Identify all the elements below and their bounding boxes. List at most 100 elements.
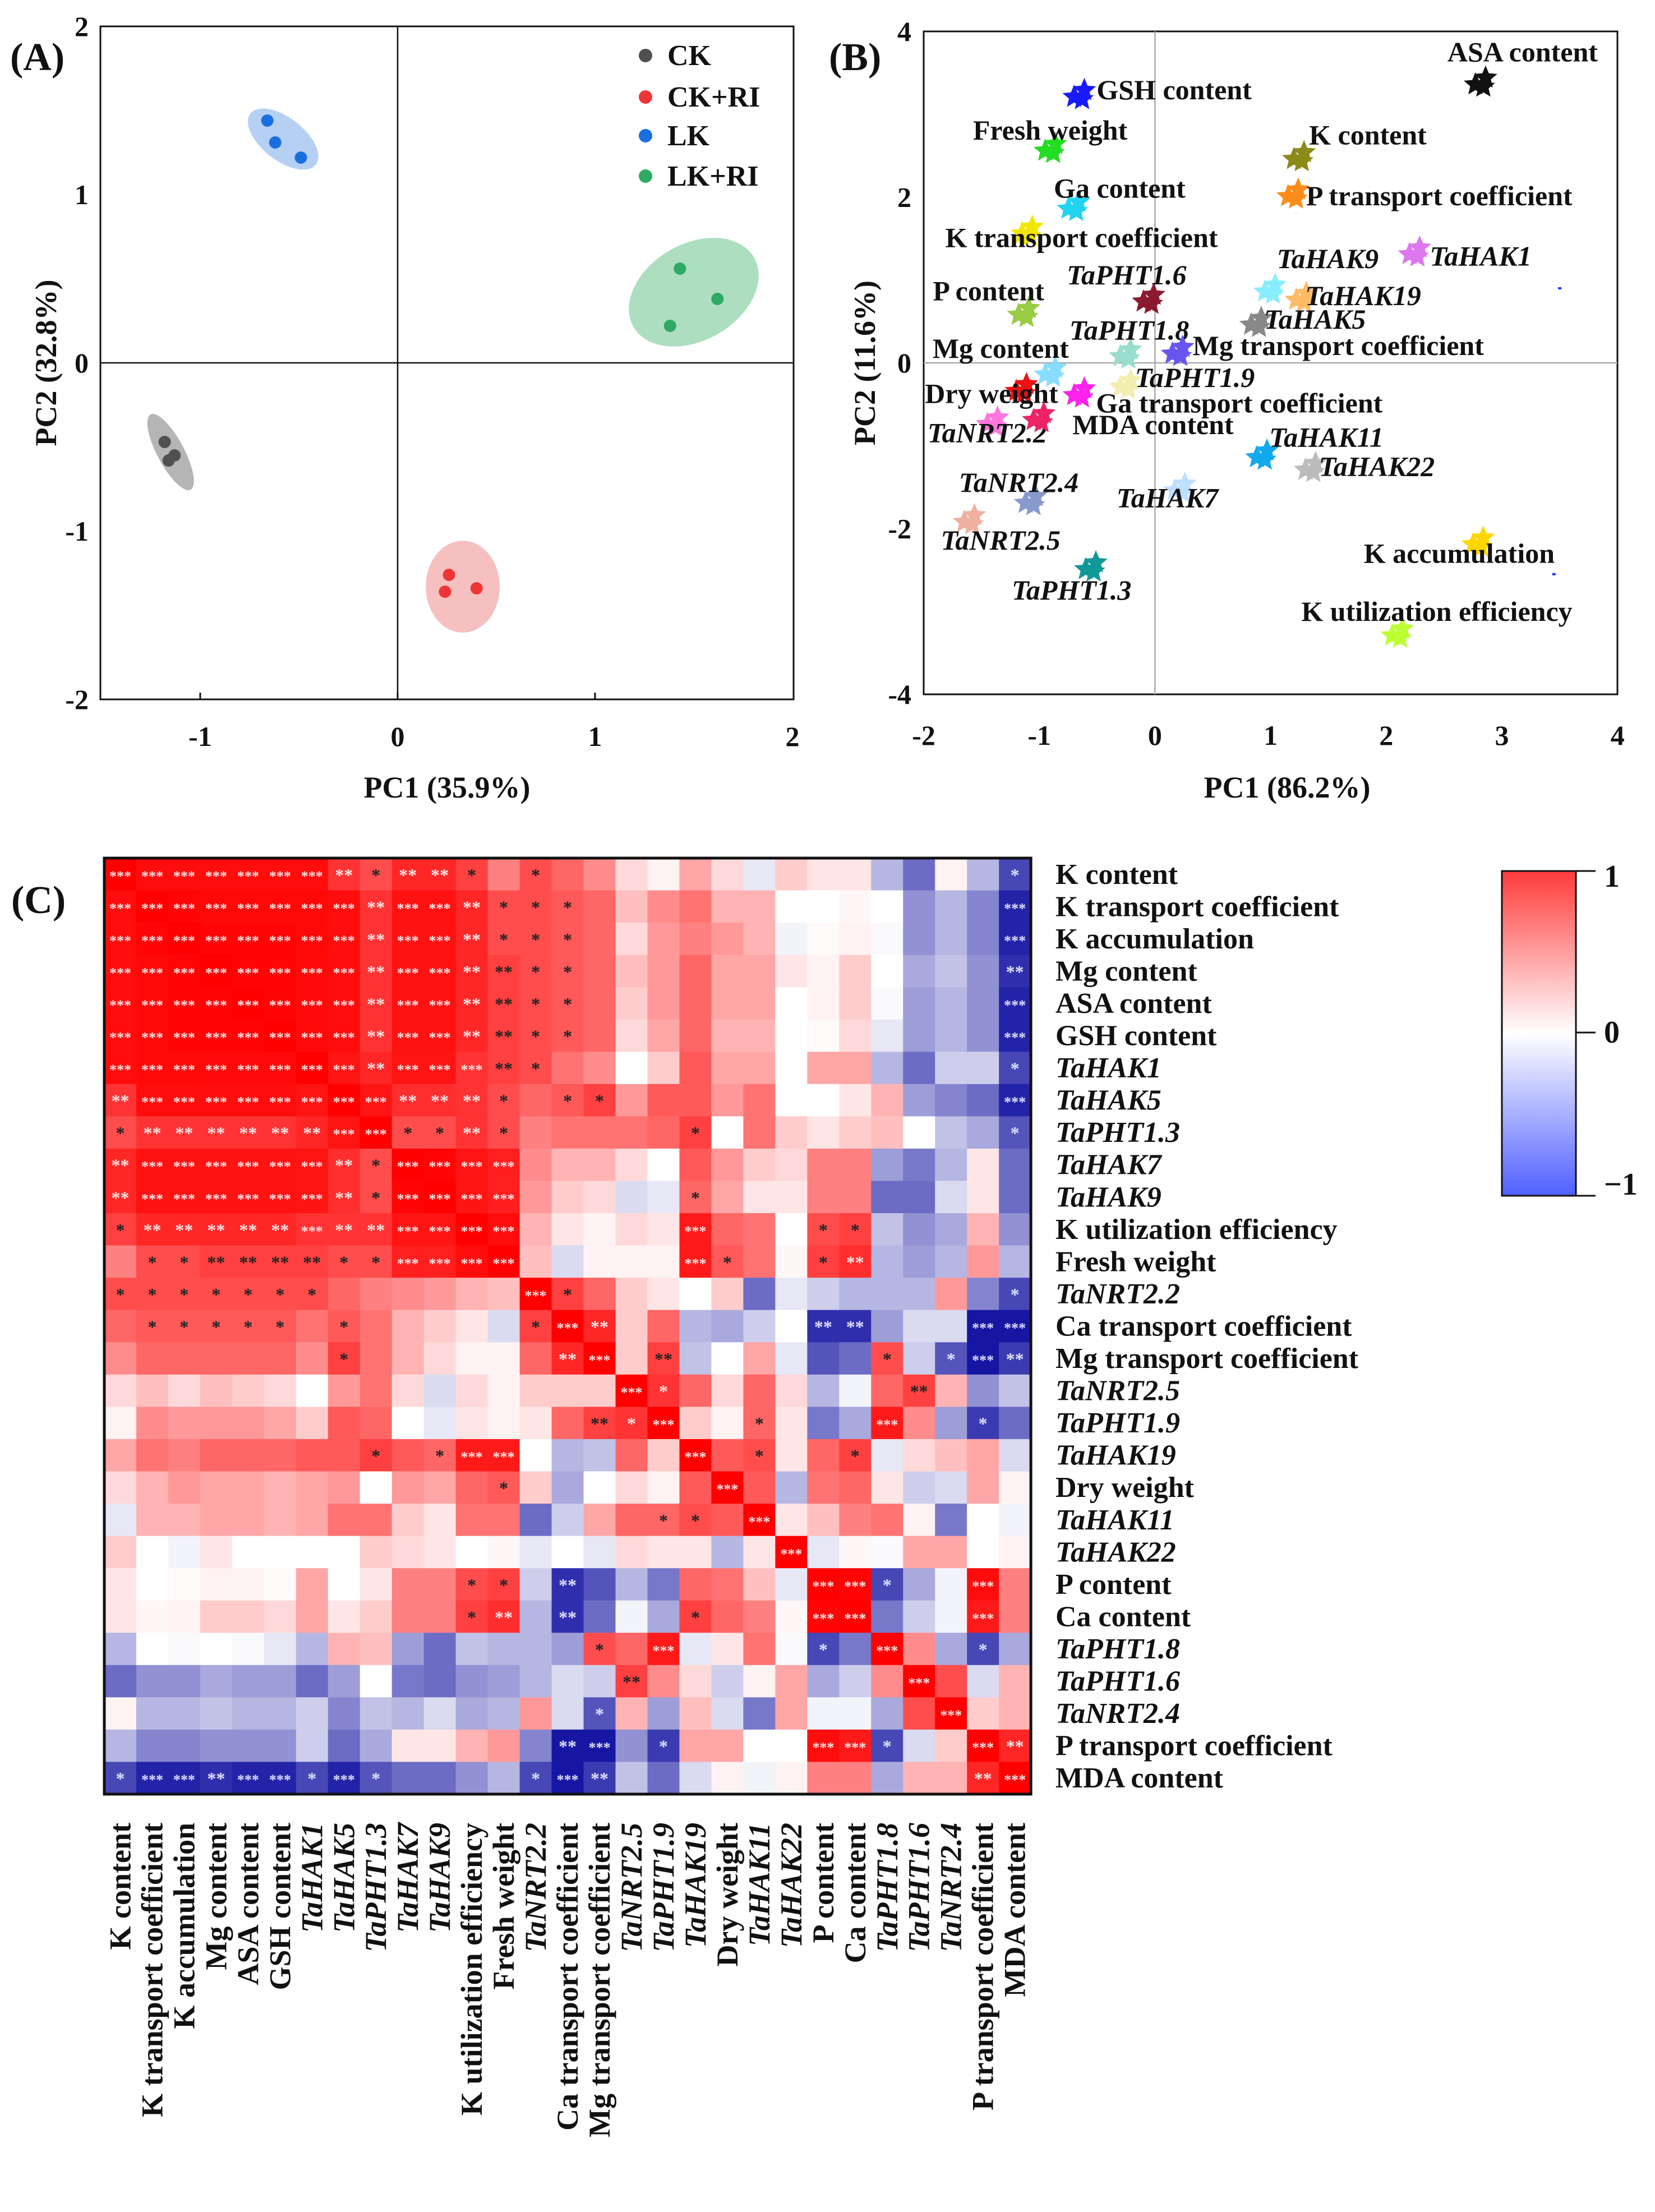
- heatmap-cell: [551, 1729, 584, 1762]
- significance-label: ***: [493, 1255, 515, 1271]
- column-label: TaHAK7: [391, 1822, 425, 1933]
- heatmap-cell: [711, 1568, 744, 1601]
- legend-label: CK: [667, 40, 712, 72]
- heatmap-cell: [200, 1181, 233, 1214]
- heatmap-cell: [871, 1568, 903, 1601]
- heatmap-cell: [807, 1568, 840, 1601]
- heatmap-cell: [136, 1471, 169, 1504]
- significance-label: *: [371, 1252, 380, 1272]
- heatmap-cell: [423, 1052, 457, 1085]
- data-point: [439, 586, 451, 598]
- heatmap-cell: [328, 1568, 361, 1601]
- heatmap-cell: [551, 1278, 584, 1311]
- significance-label: ***: [333, 1030, 355, 1046]
- heatmap-cell: [871, 1052, 903, 1085]
- significance-label: ***: [333, 1126, 355, 1142]
- legend-marker: [639, 49, 652, 62]
- heatmap-cell: [903, 1471, 935, 1504]
- column-label: TaHAK1: [295, 1823, 329, 1933]
- variable-point: K content: [1282, 119, 1427, 172]
- significance-label: ***: [173, 1191, 195, 1207]
- significance-label: **: [495, 1607, 513, 1627]
- significance-label: ***: [269, 933, 291, 949]
- heatmap-cell: [615, 1471, 648, 1504]
- heatmap-cell: [967, 1600, 999, 1633]
- heatmap-cell: [807, 1342, 840, 1375]
- significance-label: ***: [205, 1062, 227, 1078]
- heatmap-cell: [743, 1568, 776, 1601]
- significance-label: ***: [557, 1772, 579, 1788]
- significance-label: ***: [109, 1030, 131, 1046]
- heatmap-cell: [967, 1504, 999, 1537]
- significance-label: ***: [429, 933, 451, 949]
- heatmap-cell: [967, 1245, 999, 1278]
- heatmap-cell: [711, 1729, 744, 1762]
- heatmap-cell: [775, 1084, 808, 1117]
- heatmap-cell: [615, 858, 648, 891]
- heatmap-cell: [232, 1148, 265, 1182]
- significance-label: *: [499, 1478, 508, 1498]
- heatmap-cell: [935, 1278, 967, 1311]
- significance-label: *: [116, 1123, 125, 1143]
- heatmap-cell: [935, 1536, 967, 1569]
- heatmap-cell: [359, 1471, 393, 1504]
- heatmap-cell: [711, 1471, 744, 1504]
- heatmap-cell: [136, 1181, 169, 1214]
- heatmap-cell: [136, 1729, 169, 1762]
- heatmap-cell: [519, 1052, 552, 1085]
- significance-label: ***: [173, 997, 195, 1013]
- heatmap-cell: [391, 1148, 425, 1182]
- heatmap-cell: [264, 1278, 297, 1311]
- heatmap-cell: [647, 1568, 680, 1601]
- heatmap-cell: [232, 1568, 265, 1601]
- heatmap-cell: [775, 1762, 808, 1795]
- heatmap-cell: [935, 1729, 967, 1762]
- heatmap-cell: [359, 1600, 393, 1633]
- heatmap-cell: [743, 1310, 776, 1343]
- star-marker: [1017, 296, 1041, 319]
- significance-label: ***: [173, 900, 195, 916]
- heatmap-cell: [359, 923, 393, 956]
- heatmap-cell: [807, 1697, 840, 1730]
- data-point: [294, 151, 307, 164]
- heatmap-cell: [839, 955, 872, 988]
- heatmap-cell: [296, 1116, 329, 1149]
- heatmap-cell: [679, 1310, 712, 1343]
- heatmap-cell: [711, 1439, 744, 1472]
- heatmap-cell: [807, 1536, 840, 1569]
- significance-label: *: [883, 1349, 892, 1369]
- heatmap-cell: [615, 1729, 648, 1762]
- heatmap-cell: [839, 1762, 872, 1795]
- significance-label: *: [1011, 1058, 1020, 1079]
- significance-label: *: [371, 1187, 380, 1208]
- heatmap-cell: [136, 1633, 169, 1666]
- heatmap-cell: [807, 955, 840, 988]
- heatmap-cell: [264, 923, 297, 956]
- heatmap-cell: [168, 858, 201, 891]
- significance-label: ***: [972, 1578, 994, 1595]
- heatmap-cell: [839, 1407, 872, 1440]
- heatmap-cell: [264, 1019, 297, 1052]
- heatmap-cell: [200, 1148, 233, 1182]
- column-label: TaHAK19: [679, 1823, 712, 1948]
- significance-label: *: [851, 1446, 860, 1466]
- heatmap-cell: [743, 1278, 776, 1311]
- y-tick-label: -4: [888, 679, 911, 710]
- heatmap-cell: [903, 1568, 935, 1601]
- significance-label: **: [367, 929, 385, 950]
- heatmap-cell: [903, 1181, 935, 1214]
- heatmap-cell: [168, 1278, 201, 1311]
- significance-label: ***: [461, 1191, 483, 1207]
- heatmap-cell: [264, 1148, 297, 1182]
- heatmap-cell: [583, 1148, 616, 1182]
- heatmap-cell: [328, 1148, 361, 1182]
- significance-label: *: [339, 1252, 348, 1272]
- significance-label: ***: [237, 933, 259, 949]
- y-tick-label: -2: [888, 513, 911, 545]
- heatmap-cell: [455, 1665, 488, 1698]
- heatmap-cell: [807, 1729, 840, 1762]
- significance-label: *: [883, 1736, 892, 1757]
- heatmap-cell: [903, 1342, 935, 1375]
- heatmap-cell: [455, 955, 488, 988]
- variable-point: Dry weight: [925, 372, 1058, 409]
